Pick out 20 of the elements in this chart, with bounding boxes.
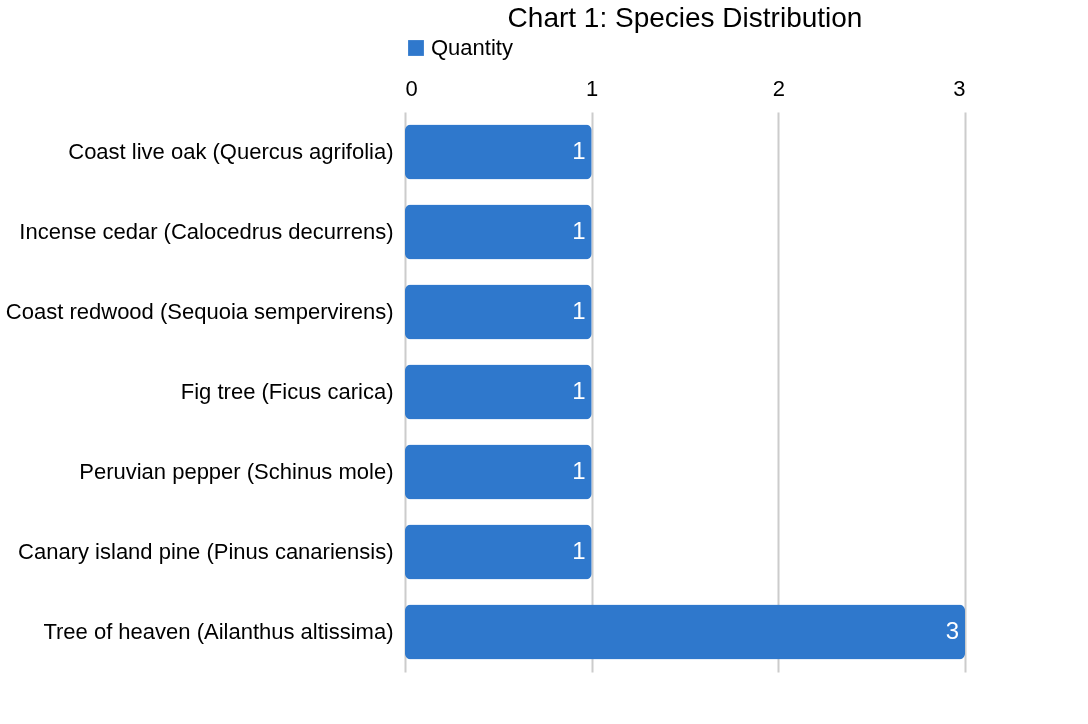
y-tick-label: Coast redwood (Sequoia sempervirens) (5, 299, 394, 324)
y-tick-label: Tree of heaven (Ailanthus altissima) (43, 619, 394, 644)
data-label: 1 (572, 537, 586, 564)
y-tick-label: Coast live oak (Quercus agrifolia) (68, 139, 394, 164)
data-label: 3 (945, 617, 959, 644)
x-tick-label: 2 (772, 75, 785, 101)
data-label: 1 (572, 297, 586, 324)
data-label: 1 (572, 137, 586, 164)
x-tick-label: 3 (953, 75, 966, 101)
chart-title: Chart 1: Species Distribution (507, 2, 863, 33)
legend-label: Quantity (431, 35, 513, 60)
y-tick-label: Peruvian pepper (Schinus mole) (79, 459, 394, 484)
y-tick-label: Canary island pine (Pinus canariensis) (18, 539, 394, 564)
data-label: 1 (572, 377, 586, 404)
x-tick-label: 0 (405, 75, 418, 101)
y-tick-label: Incense cedar (Calocedrus decurrens) (19, 219, 394, 244)
data-label: 1 (572, 217, 586, 244)
data-label: 1 (572, 457, 586, 484)
x-tick-label: 1 (586, 75, 599, 101)
y-tick-label: Fig tree (Ficus carica) (180, 379, 394, 404)
